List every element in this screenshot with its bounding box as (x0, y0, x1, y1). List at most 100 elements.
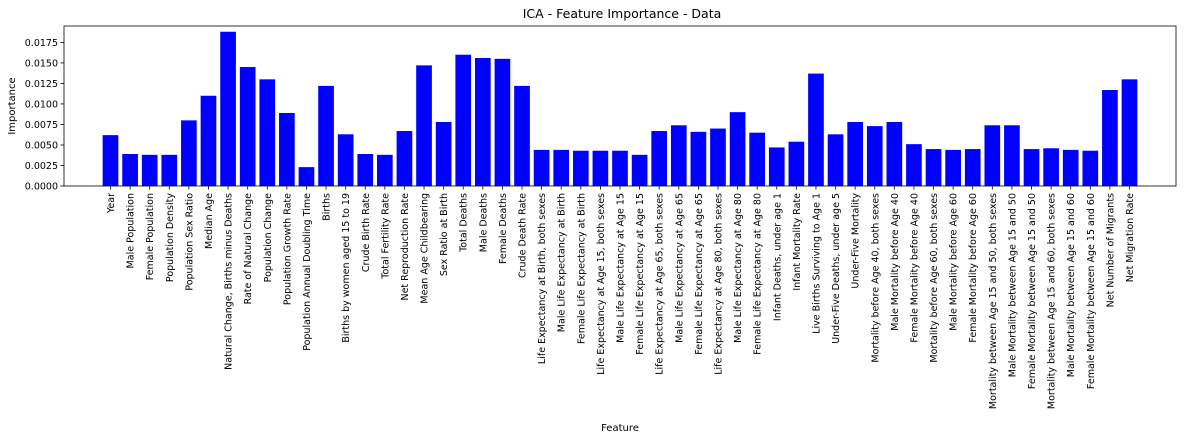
bar (1121, 79, 1138, 186)
chart-title: ICA - Feature Importance - Data (523, 6, 722, 21)
bars-group (102, 31, 1138, 186)
bar (945, 149, 961, 186)
bar (866, 126, 883, 186)
bar (1062, 149, 1079, 186)
bar (141, 154, 158, 186)
bar (984, 125, 1001, 186)
x-tick-label: Mortality before Age 40, both sexes (870, 193, 881, 363)
bar (749, 132, 766, 186)
y-tick-label: 0.0025 (25, 161, 58, 172)
bar (416, 65, 432, 186)
bar (298, 167, 315, 186)
x-tick-label: Infant Deaths, under age 1 (772, 193, 783, 321)
bar (181, 120, 197, 186)
bar (827, 134, 844, 186)
x-tick-label: Net Reproduction Rate (400, 193, 411, 301)
bar (710, 128, 726, 186)
bar (200, 95, 217, 186)
x-tick-label: Population Change (263, 193, 274, 282)
x-tick-label: Male Life Expectancy at Birth (557, 193, 568, 332)
x-tick-label: Crude Birth Rate (361, 193, 372, 272)
bar (220, 31, 236, 186)
x-tick-label: Population Annual Doubling Time (302, 193, 313, 351)
bar (377, 154, 393, 186)
y-tick-label: 0.0150 (25, 58, 58, 69)
bar (455, 54, 472, 186)
bar (1004, 125, 1020, 186)
x-tick-label: Male Mortality between Age 15 and 50 (1007, 193, 1018, 377)
bar (1043, 148, 1059, 186)
bar (239, 67, 256, 186)
x-tick-label: Net Migration Rate (1125, 193, 1136, 282)
bar (279, 112, 295, 186)
bar (729, 112, 746, 186)
x-axis: Year Male Population Female Population Popu… (106, 186, 1136, 409)
bar (514, 85, 530, 186)
bar (808, 73, 824, 186)
x-tick-label: Year (106, 193, 117, 214)
x-tick-label: Births (322, 193, 333, 221)
x-tick-label: Mortality between Age 15 and 50, both se… (988, 193, 999, 409)
x-tick-label: Total Deaths (459, 193, 470, 253)
x-tick-label: Rate of Natural Change (243, 193, 254, 305)
x-tick-label: Female Population (145, 193, 156, 280)
y-tick-label: 0.0125 (25, 79, 58, 90)
bar (925, 149, 942, 186)
x-tick-label: Infant Mortality Rate (792, 193, 803, 291)
x-tick-label: Mortality between Age 15 and 60, both se… (1047, 193, 1058, 409)
x-tick-label: Female Life Expectancy at Age 15 (635, 193, 646, 355)
x-tick-label: Mean Age Childbearing (420, 193, 431, 304)
y-tick-label: 0.0075 (25, 120, 58, 131)
bar (318, 85, 334, 186)
x-tick-label: Under-Five Mortality (851, 193, 862, 289)
x-tick-label: Life Expectancy at Birth, both sexes (537, 193, 548, 364)
bar (259, 79, 276, 186)
plot-frame (63, 25, 1177, 187)
y-tick-label: 0.0100 (25, 99, 58, 110)
x-tick-label: Median Age (204, 193, 215, 249)
x-tick-label: Male Population (126, 193, 137, 268)
x-tick-label: Male Mortality before Age 40 (890, 193, 901, 331)
bar (651, 131, 668, 186)
bar (788, 141, 805, 186)
bar (161, 154, 178, 186)
bar (1102, 90, 1118, 186)
bar (847, 122, 863, 186)
x-tick-label: Female Mortality before Age 60 (968, 193, 979, 343)
bar (494, 58, 511, 186)
x-tick-label: Population Density (165, 193, 176, 282)
bar (533, 149, 550, 186)
x-tick-label: Total Fertility Rate (380, 193, 391, 280)
x-tick-label: Under-Five Deaths, under age 5 (831, 193, 842, 344)
x-tick-label: Male Life Expectancy at Age 15 (616, 193, 627, 343)
x-tick-label: Life Expectancy at Age 80, both sexes (713, 193, 724, 375)
x-tick-label: Female Mortality between Age 15 and 50 (1027, 193, 1038, 389)
bar (1082, 150, 1099, 186)
x-tick-label: Female Life Expectancy at Birth (576, 193, 587, 344)
x-tick-label: Male Life Expectancy at Age 65 (674, 193, 685, 343)
x-tick-label: Births by women aged 15 to 19 (341, 193, 352, 343)
bar (592, 150, 609, 186)
bar (612, 150, 628, 186)
bar (122, 154, 138, 186)
x-axis-label: Feature (601, 423, 639, 434)
bar (337, 134, 354, 186)
y-tick-label: 0.0000 (25, 182, 58, 193)
bar (572, 150, 589, 186)
bar (886, 122, 903, 186)
bar (357, 154, 374, 186)
bar (690, 131, 707, 186)
x-tick-label: Female Life Expectancy at Age 65 (694, 193, 705, 355)
x-tick-label: Life Expectancy at Age 15, both sexes (596, 193, 607, 375)
x-tick-label: Population Growth Rate (282, 193, 293, 305)
x-tick-label: Male Mortality before Age 60 (949, 193, 960, 331)
bar (768, 147, 785, 186)
bar (474, 58, 491, 186)
x-tick-label: Mortality before Age 60, both sexes (929, 193, 940, 363)
bar (102, 135, 119, 186)
x-tick-label: Crude Death Rate (518, 193, 529, 278)
x-tick-label: Natural Change, Births minus Deaths (224, 193, 235, 370)
bar (553, 149, 570, 186)
x-tick-label: Male Mortality between Age 15 and 60 (1066, 193, 1077, 377)
